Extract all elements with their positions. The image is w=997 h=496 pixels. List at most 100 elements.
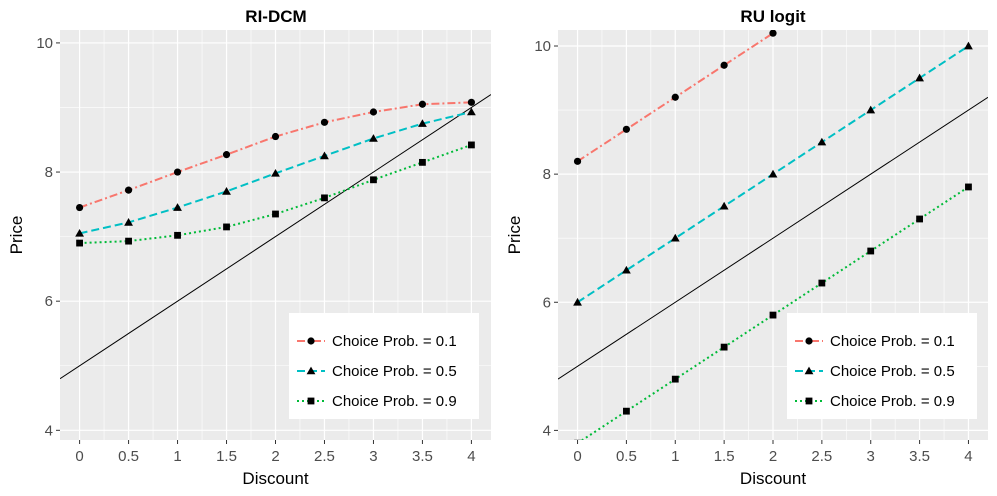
data-point: [222, 151, 231, 159]
data-point: [222, 187, 231, 195]
data-point: [271, 168, 280, 177]
data-point: [965, 183, 972, 191]
data-point: [76, 239, 83, 247]
x-tick-label: 3: [369, 448, 377, 465]
y-axis-label: Price: [7, 216, 26, 255]
x-axis-label: Discount: [740, 469, 806, 488]
data-point: [622, 125, 631, 133]
data-point: [818, 279, 826, 287]
chart-ru-logit: 0 0.5 1 1.5 2 2.5 3 3.5 4 4 6 8 10 RU logit Discount Pr…: [505, 7, 988, 488]
data-point: [418, 119, 427, 127]
data-point: [468, 141, 475, 149]
legend-label: Choice Prob. = 0.9: [830, 393, 955, 410]
data-point: [173, 168, 182, 176]
legend-item: Choice Prob. = 0.9: [795, 393, 955, 410]
legend-item: Choice Prob. = 0.9: [297, 393, 457, 410]
y-tick-label: 6: [45, 293, 53, 310]
legend-label: Choice Prob. = 0.1: [830, 333, 955, 350]
axes: 0 0.5 1 1.5 2 2.5 3 3.5 4 4 6 8 10: [534, 38, 972, 465]
chart-title: RU logit: [740, 7, 805, 26]
legend-box: [289, 313, 479, 419]
legend-label: Choice Prob. = 0.1: [332, 333, 457, 350]
data-point: [124, 186, 133, 194]
data-point: [866, 105, 876, 114]
data-point: [173, 203, 182, 211]
reference-line: [558, 96, 988, 380]
y-tick-label: 6: [543, 294, 551, 311]
data-point: [75, 228, 84, 237]
data-point: [320, 118, 329, 126]
x-tick-label: 3.5: [412, 448, 433, 465]
x-tick-label: 1.5: [216, 448, 237, 465]
data-point: [817, 137, 827, 146]
data-point: [467, 98, 476, 106]
x-tick-label: 0: [75, 448, 83, 465]
legend-key-marker: [306, 366, 316, 375]
legend-item: Choice Prob. = 0.1: [297, 333, 457, 350]
legend-label: Choice Prob. = 0.5: [830, 363, 955, 380]
data-point: [915, 73, 924, 82]
y-tick-label: 4: [45, 422, 53, 439]
y-tick-label: 8: [45, 164, 53, 181]
series-2: [75, 107, 476, 237]
series-3: [76, 141, 475, 247]
data-point: [320, 151, 329, 160]
data-point: [768, 169, 778, 178]
legend-box: [787, 313, 977, 419]
x-tick-label: 4: [964, 448, 972, 465]
x-tick-label: 0: [573, 448, 581, 465]
data-point: [574, 439, 581, 440]
series-3: [574, 183, 972, 440]
y-axis-label: Price: [505, 216, 524, 255]
data-point: [670, 233, 680, 242]
data-point: [573, 157, 582, 165]
legend-item: Choice Prob. = 0.1: [795, 333, 955, 350]
data-point: [369, 108, 378, 116]
chart-ri-dcm: 0 0.5 1 1.5 2 2.5 3 3.5 4 4 6 8 10 RI-DCM Discount Pric…: [7, 7, 491, 488]
y-tick-label: 4: [543, 422, 551, 439]
legend: Choice Prob. = 0.1 Choice Prob. = 0.5 Choi…: [289, 313, 479, 419]
legend: Choice Prob. = 0.1 Choice Prob. = 0.5 Choi…: [787, 313, 977, 419]
data-point: [573, 297, 582, 306]
legend-key-marker: [805, 337, 813, 345]
series-2: [573, 41, 973, 306]
y-tick-label: 10: [534, 38, 551, 55]
series-1: [573, 30, 777, 165]
x-axis-label: Discount: [242, 469, 308, 488]
legend-item: Choice Prob. = 0.5: [795, 363, 955, 380]
data-point: [124, 218, 133, 226]
x-tick-label: 3.5: [909, 448, 930, 465]
x-tick-label: 1: [173, 448, 181, 465]
data-point: [75, 203, 84, 212]
data-point: [369, 134, 378, 142]
data-point: [370, 176, 377, 184]
data-point: [223, 223, 230, 231]
data-point: [719, 201, 729, 210]
x-tick-label: 4: [467, 448, 475, 465]
data-point: [125, 237, 132, 245]
legend-key-marker: [804, 366, 814, 375]
data-point: [916, 215, 923, 223]
x-tick-label: 3: [867, 448, 875, 465]
data-point: [419, 158, 426, 166]
data-point: [467, 107, 476, 116]
x-tick-label: 2: [769, 448, 777, 465]
data-point: [671, 375, 679, 383]
y-tick-label: 10: [36, 35, 53, 52]
data-point: [418, 100, 427, 108]
legend-key-marker: [307, 337, 315, 345]
data-point: [271, 132, 280, 141]
data-point: [769, 311, 777, 319]
legend-label: Choice Prob. = 0.5: [332, 363, 457, 380]
legend-label: Choice Prob. = 0.9: [332, 393, 457, 410]
data-point: [671, 93, 679, 101]
data-point: [623, 407, 630, 415]
x-tick-label: 1.5: [714, 448, 735, 465]
data-point: [964, 41, 973, 50]
series-line: [79, 143, 472, 245]
x-tick-label: 0.5: [118, 448, 139, 465]
reference-line: [60, 94, 491, 380]
data-point: [867, 247, 875, 255]
x-tick-label: 1: [671, 448, 679, 465]
x-tick-label: 0.5: [616, 448, 637, 465]
